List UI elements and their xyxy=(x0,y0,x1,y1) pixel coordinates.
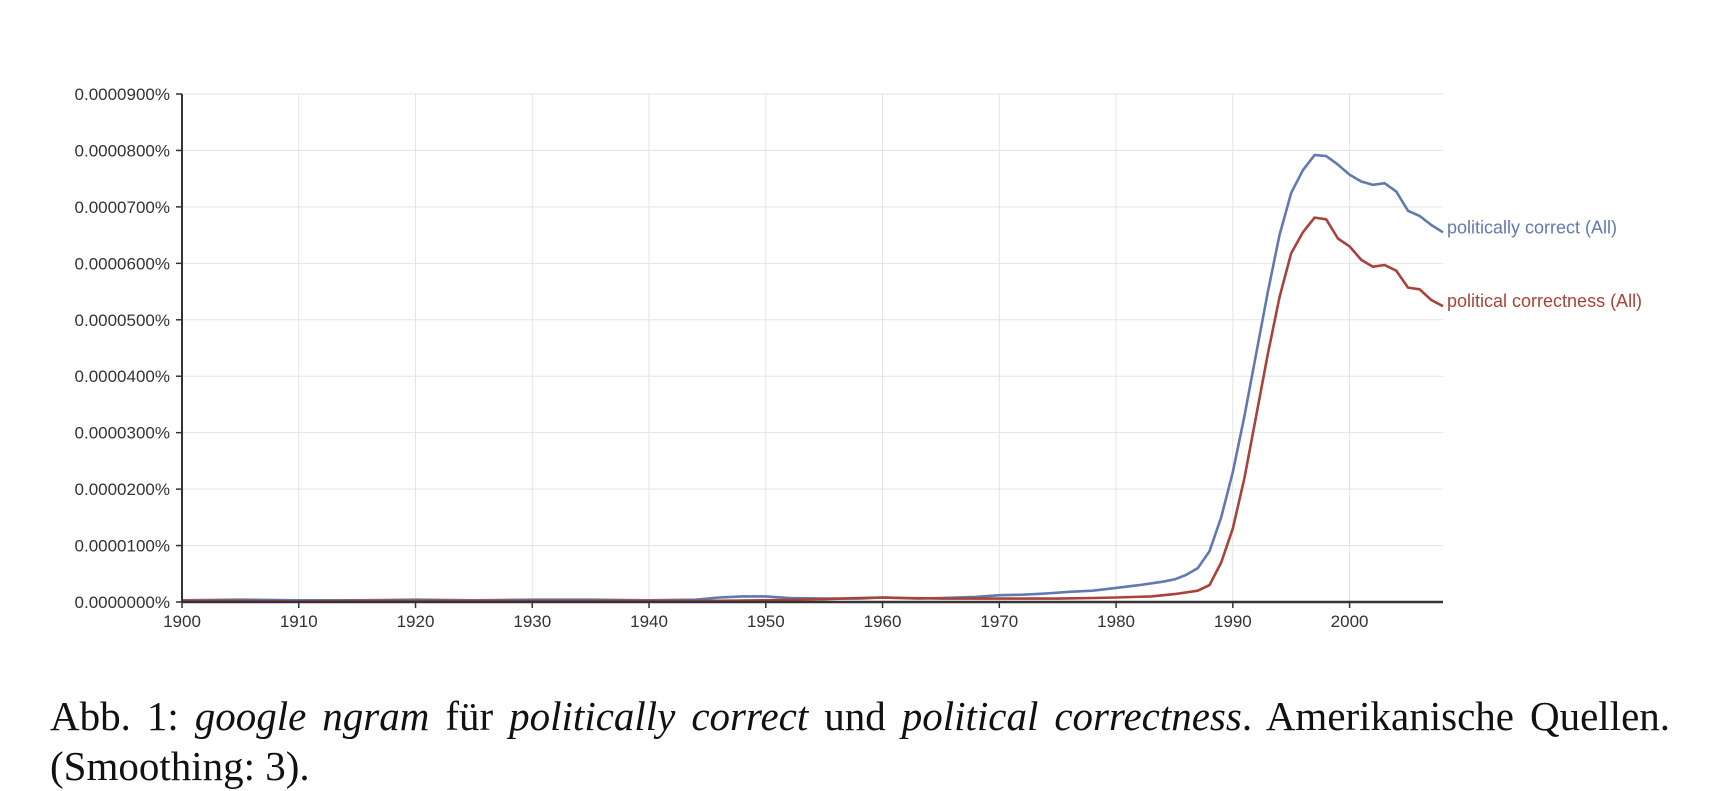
caption-term-2: political correctness xyxy=(901,693,1242,739)
y-tick-label: 0.0000400% xyxy=(75,367,170,386)
caption-prefix: Abb. 1: xyxy=(50,693,195,739)
x-tick-label: 1930 xyxy=(513,612,551,631)
ngram-chart: 0.0000000% 0.0000100% 0.0000200% 0.0000300%… xyxy=(75,85,1643,631)
x-tick-label: 1990 xyxy=(1214,612,1252,631)
y-tick-label: 0.0000000% xyxy=(75,593,170,612)
x-tick-label: 1960 xyxy=(864,612,902,631)
series-line-2 xyxy=(182,216,1444,603)
caption-term-1: politically correct xyxy=(509,693,809,739)
caption-term-tool: google ngram xyxy=(194,693,430,739)
x-tick-label: 1980 xyxy=(1097,612,1135,631)
series-line-1 xyxy=(181,153,1444,602)
y-tick-label: 0.0000700% xyxy=(75,198,170,217)
y-tick-label: 0.0000500% xyxy=(75,311,170,330)
y-tick-label: 0.0000100% xyxy=(75,537,170,556)
caption-word-und: und xyxy=(808,693,902,739)
series-label-1: politically correct (All) xyxy=(1447,217,1617,237)
ngram-chart-svg: 0.0000000% 0.0000100% 0.0000200% 0.0000300%… xyxy=(75,85,1643,631)
x-tick-label: 1940 xyxy=(630,612,668,631)
y-tick-label: 0.0000600% xyxy=(75,254,170,273)
x-tick-label: 1950 xyxy=(747,612,785,631)
x-tick-label: 1900 xyxy=(163,612,201,631)
y-tick-label: 0.0000800% xyxy=(75,141,170,160)
x-tick-label: 1970 xyxy=(980,612,1018,631)
caption-word-fuer: für xyxy=(429,693,510,739)
x-tick-label: 1920 xyxy=(397,612,435,631)
figure-caption: Abb. 1: google ngram für politically cor… xyxy=(50,691,1670,791)
chart-gridlines xyxy=(182,93,1443,602)
y-tick-label: 0.0000200% xyxy=(75,480,170,499)
y-tick-label: 0.0000300% xyxy=(75,424,170,443)
chart-series xyxy=(181,153,1444,603)
x-tick-label: 1910 xyxy=(280,612,318,631)
series-label-2: political correctness (All) xyxy=(1447,291,1642,311)
chart-axes xyxy=(176,93,1443,608)
x-tick-label: 2000 xyxy=(1331,612,1369,631)
chart-labels: 0.0000000% 0.0000100% 0.0000200% 0.0000300%… xyxy=(75,85,1643,631)
y-tick-label: 0.0000900% xyxy=(75,85,170,104)
